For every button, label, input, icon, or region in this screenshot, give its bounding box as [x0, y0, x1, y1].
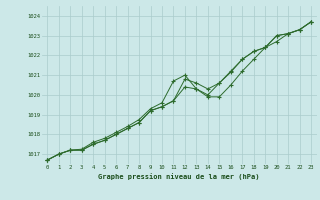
X-axis label: Graphe pression niveau de la mer (hPa): Graphe pression niveau de la mer (hPa)	[99, 173, 260, 180]
